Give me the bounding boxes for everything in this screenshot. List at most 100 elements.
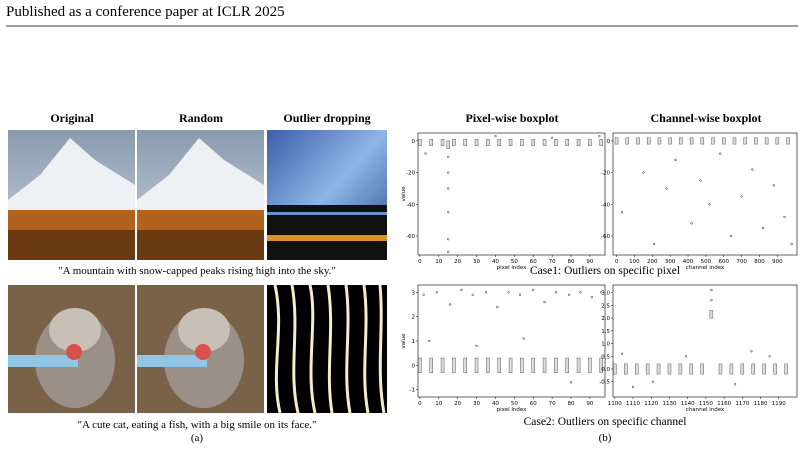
outlier [522,337,525,340]
x-tick-label: 1100 [608,401,622,407]
cat-original [8,285,135,413]
outlier [642,171,645,174]
box [614,137,619,145]
y-tick-label: -0.5 [599,380,610,386]
box [508,357,513,373]
box [588,357,592,373]
box [418,357,422,373]
box [576,139,581,146]
box [554,357,558,373]
plot-frame [417,132,606,256]
caption: "A cute cat, eating a fish, with a big s… [78,419,317,431]
y-tick-label: -20 [601,171,610,177]
case-caption: Case1: Outliers on specific pixel [530,265,680,277]
x-tick-label: 1180 [754,401,768,407]
y-tick-label: 2.0 [601,316,610,322]
box [497,357,501,373]
x-tick-label: 100 [629,259,640,265]
outlier [494,135,497,138]
x-tick-label: 1160 [717,401,731,407]
x-tick-label: 80 [568,401,575,407]
box [764,137,769,145]
outlier [783,215,786,219]
box [599,357,603,373]
outlier [424,152,427,155]
box [657,137,662,145]
mountain-random [137,130,264,260]
y-tick-label: -20 [406,171,415,177]
outlier [751,168,754,171]
x-tick-label: 500 [701,259,712,265]
box [773,363,777,375]
x-tick-label: 30 [473,259,480,265]
x-tick-label: 800 [754,259,765,265]
x-tick-label: 60 [530,401,537,407]
x-tick-label: 40 [492,401,499,407]
header: Published as a conference paper at ICLR … [6,4,285,20]
image-grid: Original Random Outlier dropping "A moun… [8,111,387,444]
box [667,363,672,375]
box [656,363,661,375]
outlier [710,299,713,302]
y-tick-label: 3 [412,290,416,296]
box [429,357,433,373]
y-tick-label: 0.5 [601,354,610,360]
cat-outlier-dropping [267,284,387,414]
outlier [447,155,450,158]
y-axis-label: value [401,333,407,349]
box [542,357,547,373]
outlier [708,203,711,206]
y-tick-label: -40 [601,202,610,208]
x-tick-label: 400 [683,259,694,265]
y-tick-label: -60 [406,234,415,240]
x-tick-label: 200 [647,259,658,265]
y-tick-label: 1.0 [601,342,610,348]
x-tick-label: 90 [586,259,593,265]
outlier [684,355,688,358]
outlier [620,211,624,214]
outlier [598,135,601,138]
outlier [471,293,474,296]
outlier [448,303,452,306]
x-tick-label: 1120 [644,401,658,407]
outlier [475,344,478,348]
boxplots: Pixel-wise boxplot Channel-wise boxplot … [466,111,762,444]
x-axis-label: pixel index [497,407,528,413]
outlier [665,187,668,190]
outlier [532,288,535,292]
y-tick-label: 1 [412,339,416,345]
plot-frame [417,284,606,398]
y-tick-label: -60 [601,234,610,240]
x-tick-label: 60 [530,259,537,265]
y-tick-label: 0 [412,363,416,369]
box [689,363,694,375]
y-tick-label: 2 [412,315,416,321]
x-tick-label: 10 [435,401,442,407]
y-tick-label: 0 [607,139,611,145]
x-tick-label: 50 [511,259,518,265]
box [700,137,705,145]
box [508,139,513,146]
box [647,137,651,145]
y-tick-label: 1.5 [601,329,610,335]
x-tick-label: 20 [454,401,461,407]
box [486,139,490,146]
box [679,137,683,145]
y-tick-label: 0 [412,139,416,145]
box [452,139,456,146]
y-tick-label: 2.5 [601,303,610,309]
outlier [567,293,571,296]
x-tick-label: 1140 [681,401,695,407]
outlier [719,152,722,155]
x-tick-label: 0 [418,401,422,407]
outlier [620,352,624,355]
y-tick-label: -1 [410,388,415,394]
box [754,137,758,145]
outlier [710,288,713,292]
x-tick-label: 1190 [772,401,786,407]
y-tick-label: 3.0 [601,291,610,297]
outlier [447,238,450,241]
column-title: Channel-wise boxplot [650,111,761,125]
column-title: Outlier dropping [283,111,370,125]
